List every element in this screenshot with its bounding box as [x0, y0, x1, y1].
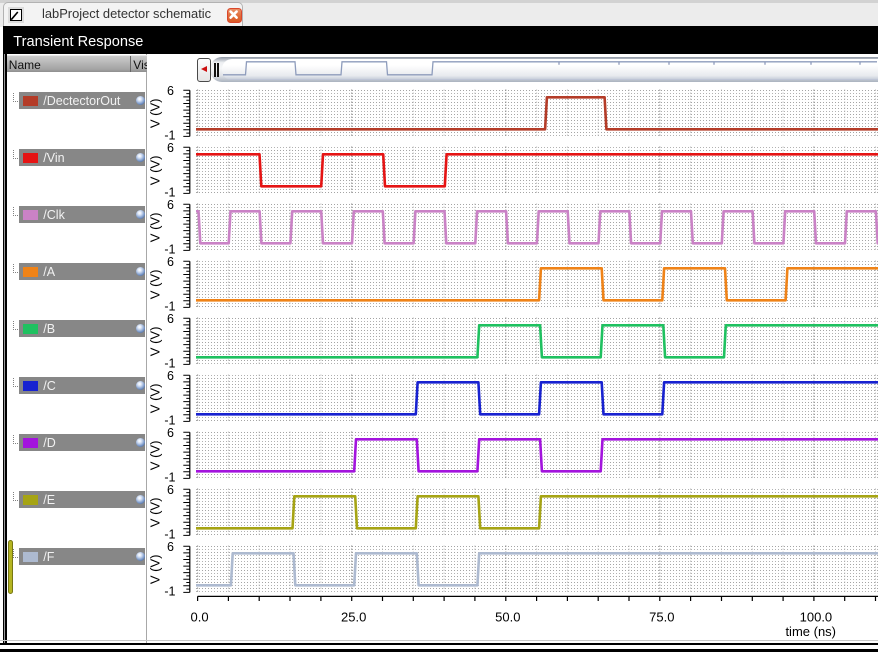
- svg-text:time (ns): time (ns): [785, 624, 836, 639]
- svg-text:6: 6: [167, 198, 174, 212]
- svg-text:V (V): V (V): [148, 270, 163, 300]
- svg-text:V (V): V (V): [148, 384, 163, 414]
- svg-text:-1: -1: [164, 471, 175, 485]
- svg-text:-1: -1: [164, 585, 175, 599]
- svg-text:50.0: 50.0: [495, 610, 520, 625]
- svg-text:6: 6: [167, 426, 174, 440]
- svg-text:6: 6: [167, 483, 174, 497]
- svg-text:V (V): V (V): [148, 498, 163, 528]
- svg-text:100.0: 100.0: [800, 610, 833, 625]
- svg-text:6: 6: [167, 369, 174, 383]
- svg-text:6: 6: [167, 255, 174, 269]
- svg-text:75.0: 75.0: [649, 610, 674, 625]
- svg-text:0.0: 0.0: [191, 610, 209, 625]
- svg-text:-1: -1: [164, 357, 175, 371]
- svg-text:6: 6: [167, 84, 174, 98]
- svg-text:V (V): V (V): [148, 156, 163, 186]
- svg-text:-1: -1: [164, 414, 175, 428]
- svg-text:V (V): V (V): [148, 441, 163, 471]
- svg-text:V (V): V (V): [148, 98, 163, 128]
- svg-text:-1: -1: [164, 300, 175, 314]
- svg-text:6: 6: [167, 540, 174, 554]
- svg-text:V (V): V (V): [148, 554, 163, 584]
- svg-text:V (V): V (V): [148, 327, 163, 357]
- svg-text:-1: -1: [164, 186, 175, 200]
- svg-text:V (V): V (V): [148, 213, 163, 243]
- svg-text:25.0: 25.0: [341, 610, 366, 625]
- svg-text:-1: -1: [164, 243, 175, 257]
- svg-text:-1: -1: [164, 528, 175, 542]
- svg-text:6: 6: [167, 312, 174, 326]
- svg-text:6: 6: [167, 141, 174, 155]
- svg-text:-1: -1: [164, 129, 175, 143]
